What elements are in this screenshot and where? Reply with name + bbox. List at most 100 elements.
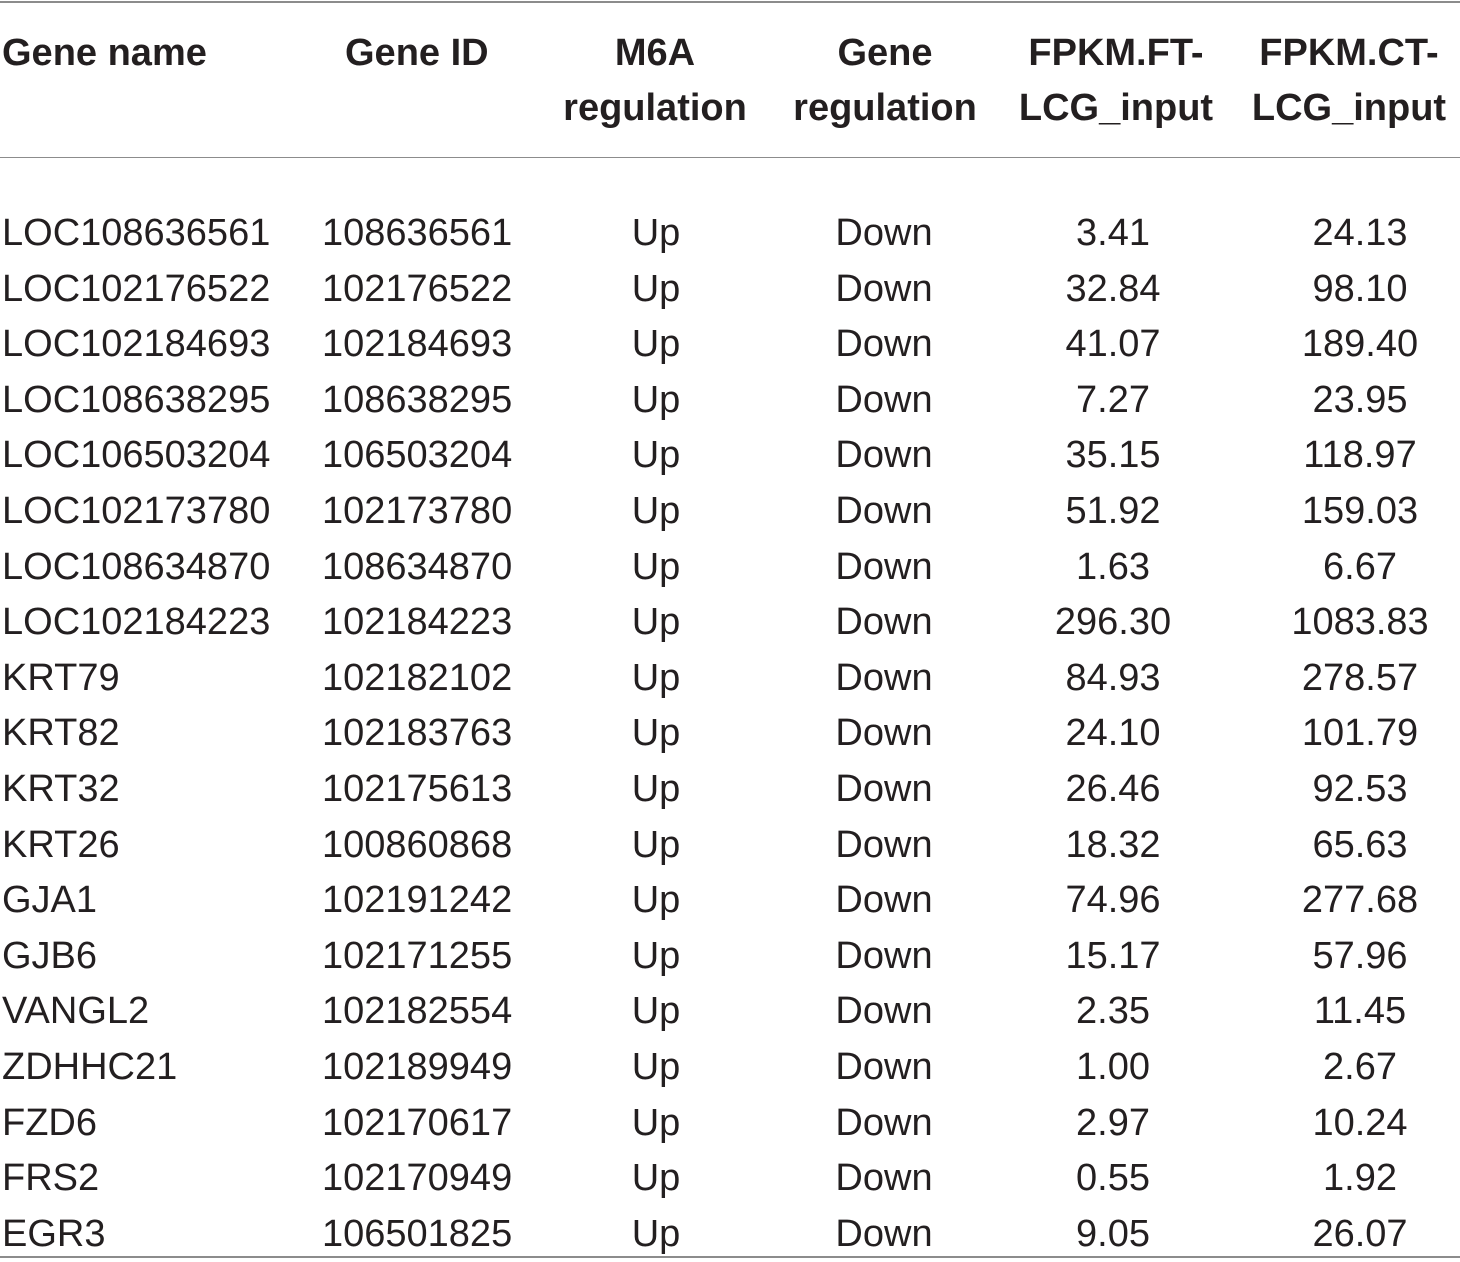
header-line: regulation	[793, 87, 977, 129]
gene-id-cell: 108636561	[322, 212, 513, 254]
gene-name-cell: LOC108634870	[2, 545, 271, 588]
m6a-regulation-cell: Up	[631, 879, 681, 922]
gene-regulation-cell: Down	[835, 1045, 933, 1088]
gene-id-cell: 106503204	[322, 434, 513, 477]
table-row: EGR3 106501825 Up Down 9.05 26.07	[0, 1207, 1460, 1262]
fpkm-ct-cell: 1.92	[1323, 1157, 1397, 1200]
header-fpkm-ct: FPKM.CT- LCG_input	[1232, 0, 1460, 158]
gene-regulation-cell: Down	[835, 712, 933, 755]
fpkm-ct-cell: 23.95	[1312, 378, 1408, 421]
header-fpkm-ft: FPKM.FT- LCG_input	[1010, 0, 1232, 158]
m6a-regulation-cell: Up	[631, 378, 681, 421]
gene-name-cell: FZD6	[2, 1101, 97, 1144]
gene-id-cell: 102184693	[322, 323, 513, 366]
gene-id-cell: 102173780	[322, 489, 513, 532]
fpkm-ft-cell: 26.46	[1065, 767, 1161, 810]
table-header-rule	[0, 157, 1460, 158]
fpkm-ct-cell: 189.40	[1301, 323, 1419, 366]
header-m6a-regulation: M6A regulation	[550, 0, 760, 158]
table-row: LOC102184693 102184693 Up Down 41.07 189.40	[0, 317, 1460, 373]
fpkm-ct-cell: 159.03	[1301, 489, 1419, 532]
table-row: FRS2 102170949 Up Down 0.55 1.92	[0, 1151, 1460, 1207]
table-row: LOC108638295 108638295 Up Down 7.27 23.95	[0, 373, 1460, 429]
m6a-regulation-cell: Up	[631, 212, 681, 254]
m6a-regulation-cell: Up	[631, 934, 681, 977]
table-row: LOC108636561 108636561 Up Down 3.41 24.13	[0, 158, 1460, 262]
fpkm-ct-cell: 278.57	[1301, 656, 1419, 699]
fpkm-ct-cell: 118.97	[1303, 434, 1417, 477]
gene-regulation-cell: Down	[835, 323, 933, 366]
fpkm-ft-cell: 15.17	[1065, 934, 1161, 977]
header-line: Gene name	[2, 32, 207, 74]
header-line: regulation	[563, 87, 747, 129]
m6a-regulation-cell: Up	[631, 489, 681, 532]
gene-regulation-cell: Down	[835, 656, 933, 699]
fpkm-ft-cell: 7.27	[1076, 378, 1150, 421]
fpkm-ft-cell: 296.30	[1054, 601, 1172, 644]
gene-name-cell: LOC102184223	[2, 601, 271, 644]
header-line: LCG_input	[1251, 87, 1447, 129]
m6a-regulation-cell: Up	[631, 823, 681, 866]
table-top-rule	[0, 1, 1460, 3]
fpkm-ft-cell: 84.93	[1065, 656, 1161, 699]
gene-name-cell: LOC102173780	[2, 489, 271, 532]
header-line: LCG_input	[1018, 87, 1214, 129]
table-row: FZD6 102170617 Up Down 2.97 10.24	[0, 1096, 1460, 1152]
fpkm-ft-cell: 9.05	[1076, 1212, 1150, 1255]
fpkm-ft-cell: 41.07	[1065, 323, 1161, 366]
gene-id-cell: 102184223	[322, 601, 513, 644]
gene-name-cell: KRT79	[2, 656, 120, 699]
table-body: LOC108636561 108636561 Up Down 3.41 24.13 LOC1…	[0, 158, 1460, 1262]
gene-name-cell: LOC102176522	[2, 267, 271, 310]
fpkm-ft-cell: 0.55	[1076, 1157, 1150, 1200]
fpkm-ct-cell: 26.07	[1312, 1212, 1408, 1255]
gene-regulation-cell: Down	[835, 267, 933, 310]
gene-id-cell: 102175613	[322, 767, 513, 810]
fpkm-ct-cell: 11.45	[1313, 990, 1407, 1033]
table-row: GJA1 102191242 Up Down 74.96 277.68	[0, 873, 1460, 929]
fpkm-ft-cell: 51.92	[1065, 489, 1161, 532]
gene-name-cell: LOC108636561	[2, 212, 271, 254]
table-row: LOC102184223 102184223 Up Down 296.30 1083.83	[0, 595, 1460, 651]
fpkm-ft-cell: 24.10	[1065, 712, 1161, 755]
gene-name-cell: KRT32	[2, 767, 120, 810]
gene-id-cell: 102191242	[322, 879, 513, 922]
gene-regulation-cell: Down	[835, 489, 933, 532]
gene-id-cell: 108634870	[322, 545, 513, 588]
m6a-regulation-cell: Up	[631, 267, 681, 310]
fpkm-ct-cell: 6.67	[1323, 545, 1397, 588]
gene-name-cell: KRT82	[2, 712, 120, 755]
gene-id-cell: 102176522	[322, 267, 513, 310]
gene-name-cell: KRT26	[2, 823, 120, 866]
header-gene-regulation: Gene regulation	[760, 0, 1010, 158]
header-line: Gene ID	[345, 32, 489, 74]
m6a-regulation-cell: Up	[631, 1212, 681, 1255]
m6a-regulation-cell: Up	[631, 1101, 681, 1144]
fpkm-ft-cell: 1.00	[1076, 1045, 1150, 1088]
header-line: FPKM.CT-	[1259, 32, 1439, 74]
table-row: KRT82 102183763 Up Down 24.10 101.79	[0, 706, 1460, 762]
header-gene-id: Gene ID	[300, 0, 550, 158]
gene-name-cell: LOC106503204	[2, 434, 271, 477]
fpkm-ft-cell: 18.32	[1065, 823, 1161, 866]
gene-id-cell: 102189949	[322, 1045, 513, 1088]
gene-id-cell: 102170617	[322, 1101, 513, 1144]
header-line: Gene	[837, 32, 933, 74]
gene-regulation-cell: Down	[835, 545, 933, 588]
m6a-regulation-cell: Up	[631, 434, 681, 477]
m6a-regulation-cell: Up	[631, 545, 681, 588]
gene-id-cell: 102182554	[322, 990, 513, 1033]
table-row: LOC102176522 102176522 Up Down 32.84 98.10	[0, 262, 1460, 318]
fpkm-ct-cell: 2.67	[1323, 1045, 1397, 1088]
fpkm-ct-cell: 101.79	[1301, 712, 1419, 755]
gene-id-cell: 108638295	[322, 378, 513, 421]
m6a-regulation-cell: Up	[631, 712, 681, 755]
fpkm-ft-cell: 3.41	[1076, 212, 1150, 254]
fpkm-ct-cell: 65.63	[1312, 823, 1408, 866]
gene-regulation-cell: Down	[835, 934, 933, 977]
gene-regulation-cell: Down	[835, 1101, 933, 1144]
gene-name-cell: GJB6	[2, 934, 98, 977]
gene-id-cell: 102171255	[322, 934, 513, 977]
fpkm-ct-cell: 57.96	[1312, 934, 1408, 977]
